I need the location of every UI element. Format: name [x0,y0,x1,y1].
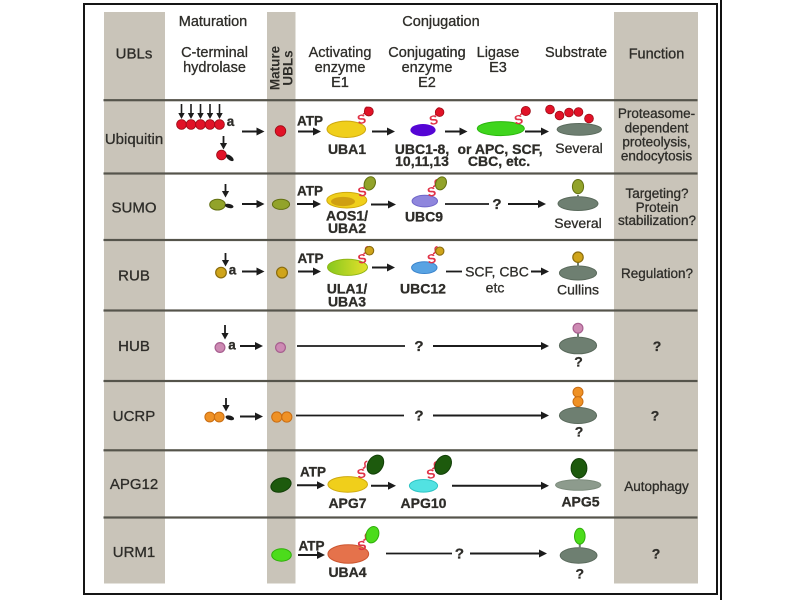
svg-text:S: S [426,250,438,267]
svg-text:S: S [356,465,368,482]
svg-text:hydrolase: hydrolase [183,60,246,76]
svg-text:or APC, SCF,: or APC, SCF, [457,141,542,157]
svg-text:UBC12: UBC12 [400,281,446,297]
svg-text:?: ? [414,408,423,425]
svg-text:ATP: ATP [299,539,325,554]
svg-text:Conjugation: Conjugation [402,14,479,30]
svg-text:?: ? [652,546,661,562]
svg-text:UBC1-8,: UBC1-8, [395,141,449,157]
svg-text:S: S [356,537,368,554]
svg-text:S: S [426,183,438,200]
svg-text:S: S [428,112,440,129]
svg-text:UBA3: UBA3 [328,294,366,310]
svg-text:APG7: APG7 [328,495,366,511]
svg-text:E2: E2 [418,75,436,91]
svg-text:dependent: dependent [625,121,689,136]
svg-text:Maturation: Maturation [179,14,248,30]
svg-text:UBLs: UBLs [281,50,296,85]
svg-text:?: ? [576,566,585,582]
svg-text:APG12: APG12 [110,476,158,493]
svg-text:enzyme: enzyme [402,60,453,76]
svg-text:?: ? [574,354,583,370]
svg-text:?: ? [414,338,423,355]
svg-text:URM1: URM1 [113,544,156,561]
svg-text:Autophagy: Autophagy [624,479,689,494]
svg-text:HUB: HUB [118,338,150,355]
svg-text:RUB: RUB [118,267,150,284]
svg-text:?: ? [492,196,501,213]
svg-text:Activating: Activating [309,45,372,61]
svg-text:endocytosis: endocytosis [621,149,693,164]
svg-text:UBA2: UBA2 [328,220,366,236]
svg-text:Ubiquitin: Ubiquitin [105,131,163,148]
svg-text:UBA1: UBA1 [328,141,366,157]
svg-text:Conjugating: Conjugating [388,45,465,61]
svg-text:S: S [356,250,368,267]
svg-text:Substrate: Substrate [545,45,607,61]
svg-text:C-terminal: C-terminal [181,45,248,61]
svg-text:ATP: ATP [297,114,323,129]
svg-text:S: S [425,466,437,483]
svg-text:ATP: ATP [300,465,326,480]
svg-text:Ligase: Ligase [477,45,520,61]
svg-text:stabilization?: stabilization? [618,213,696,228]
svg-text:Protein: Protein [636,200,679,215]
svg-text:APG10: APG10 [401,495,447,511]
svg-text:ULA1/: ULA1/ [327,281,368,297]
svg-text:S: S [356,183,368,200]
svg-text:UBA4: UBA4 [328,564,366,580]
svg-text:?: ? [455,546,464,563]
svg-text:AOS1/: AOS1/ [326,208,368,224]
svg-text:SUMO: SUMO [112,199,157,216]
svg-text:UCRP: UCRP [113,408,156,425]
svg-text:Several: Several [555,140,602,156]
svg-text:etc: etc [486,280,505,296]
svg-text:Cullins: Cullins [557,282,599,298]
svg-text:a: a [228,337,236,352]
svg-text:S: S [356,111,368,128]
svg-text:proteolysis,: proteolysis, [622,135,690,150]
svg-text:Several: Several [554,215,601,231]
svg-text:ATP: ATP [298,251,324,266]
svg-text:?: ? [653,338,662,354]
svg-text:Regulation?: Regulation? [621,266,693,281]
svg-text:E3: E3 [489,60,507,76]
svg-text:a: a [229,262,237,277]
svg-text:?: ? [651,408,660,424]
svg-text:UBLs: UBLs [116,45,153,62]
svg-text:Function: Function [629,46,685,62]
svg-text:10,11,13: 10,11,13 [395,153,449,169]
svg-text:SCF, CBC: SCF, CBC [465,264,529,280]
svg-text:enzyme: enzyme [315,60,366,76]
svg-text:Mature: Mature [268,45,283,90]
svg-text:S: S [513,111,525,128]
svg-text:Targeting?: Targeting? [625,186,688,201]
svg-text:APG5: APG5 [561,494,599,510]
svg-text:ATP: ATP [297,183,323,198]
svg-text:UBC9: UBC9 [405,209,443,225]
svg-text:CBC, etc.: CBC, etc. [468,153,530,169]
svg-text:Proteasome-: Proteasome- [618,106,695,121]
svg-text:?: ? [575,424,584,440]
svg-text:a: a [227,114,235,129]
svg-text:E1: E1 [331,75,349,91]
